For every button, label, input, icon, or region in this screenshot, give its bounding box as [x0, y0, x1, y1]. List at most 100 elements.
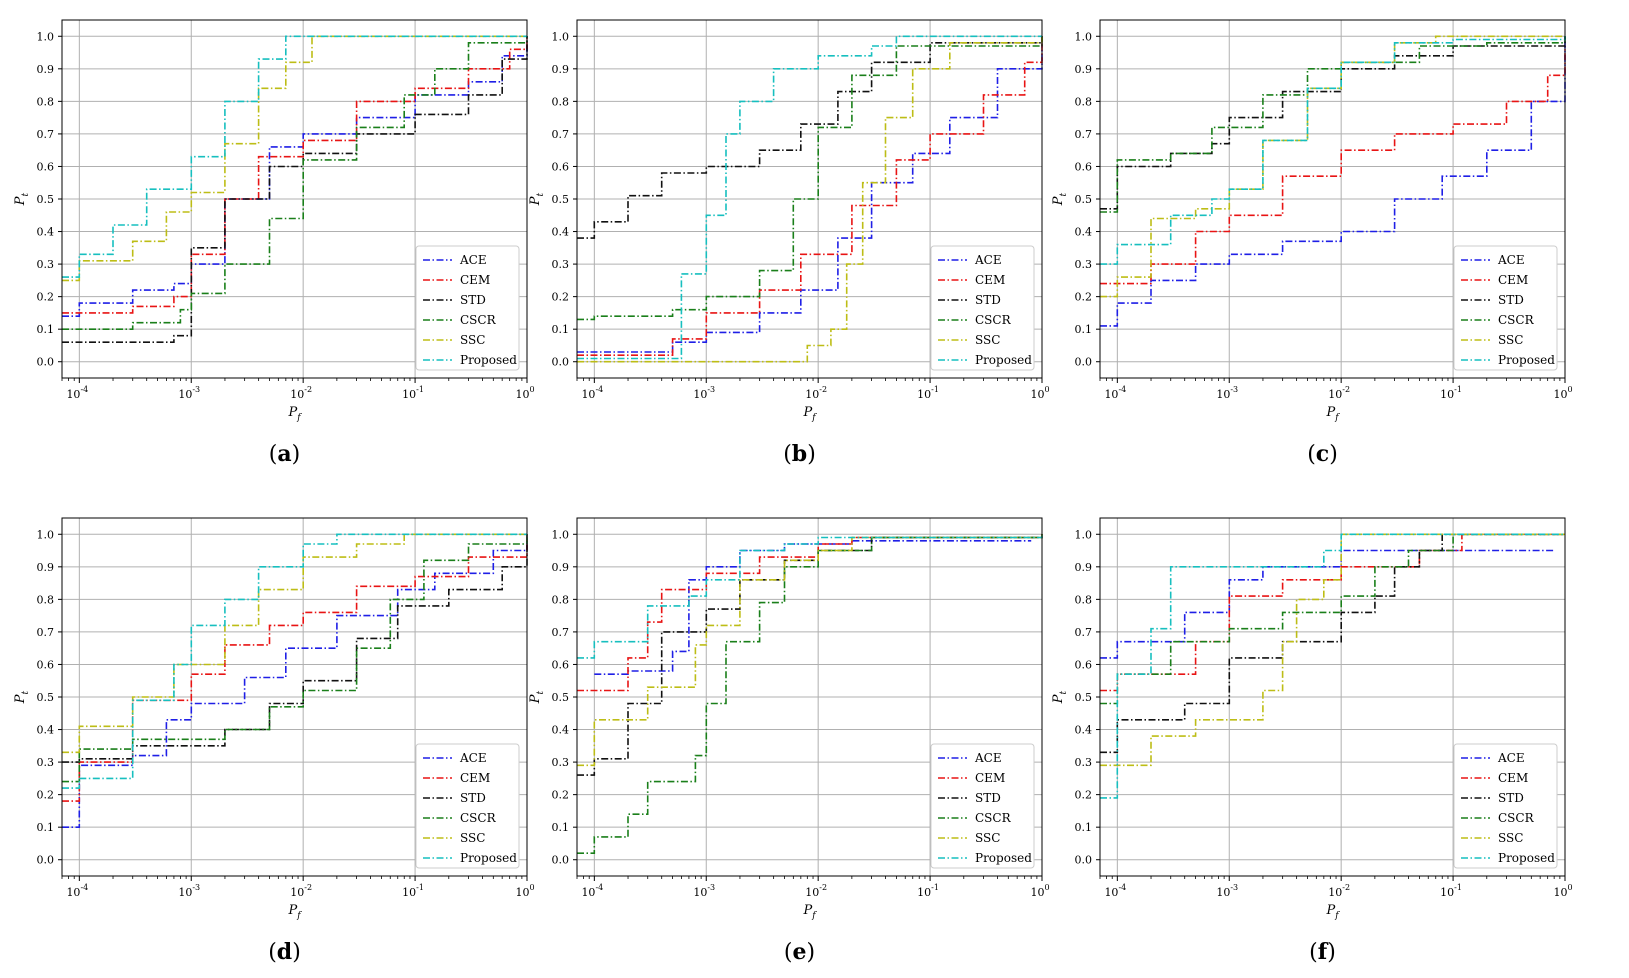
subplot-c: 0.0 0.1 0.2 0.3 0.4 0.5 0.6 0.7 0.8 0.9 1.0 10-4 10-…	[1051, 19, 1573, 467]
y-tick-label: 0.3	[1075, 756, 1093, 769]
legend-label-proposed: Proposed	[1498, 353, 1555, 367]
subplot-a: 0.0 0.1 0.2 0.3 0.4 0.5 0.6 0.7 0.8 0.9 1.0 10-4 10-…	[13, 19, 535, 467]
y-tick-label: 0.9	[1075, 63, 1093, 76]
y-tick-label: 0.5	[1075, 193, 1093, 206]
subplot-e: 0.0 0.1 0.2 0.3 0.4 0.5 0.6 0.7 0.8 0.9 1.0 10-4 10-…	[528, 517, 1050, 965]
series-cscr	[62, 534, 528, 783]
legend-box	[1453, 743, 1558, 869]
legend-label-std: STD	[975, 293, 1001, 307]
x-axis-label: Pf	[802, 903, 817, 921]
y-tick-label: 0.0	[1075, 854, 1093, 867]
legend-box	[415, 245, 520, 371]
y-tick-label: 0.5	[552, 691, 570, 704]
legend: ACE CEM STD CSCR SSC Proposed	[930, 743, 1035, 869]
series-cem	[577, 534, 1043, 692]
legend-label-ace: ACE	[459, 253, 487, 267]
legend-label-proposed: Proposed	[460, 851, 517, 865]
legend-label-ssc: SSC	[1498, 333, 1523, 347]
legend-label-proposed: Proposed	[975, 851, 1032, 865]
legend-label-cscr: CSCR	[460, 811, 497, 825]
y-tick-label: 0.7	[552, 128, 570, 141]
axes-frame	[61, 517, 528, 877]
legend-label-ssc: SSC	[975, 831, 1000, 845]
axes-frame	[576, 19, 1043, 379]
y-tick-label: 0.1	[1075, 821, 1093, 834]
axes-frame	[1099, 517, 1566, 877]
legend-label-ace: ACE	[974, 253, 1002, 267]
y-tick-label: 0.0	[37, 854, 55, 867]
y-tick-label: 0.8	[1075, 95, 1093, 108]
y-axis-label: Pt	[1051, 192, 1069, 206]
x-tick-label: 10-2	[1328, 883, 1350, 899]
y-tick-label: 1.0	[552, 528, 570, 541]
series-proposed	[577, 35, 1042, 360]
legend-label-cscr: CSCR	[975, 313, 1012, 327]
y-tick-label: 1.0	[37, 528, 55, 541]
y-tick-label: 0.6	[37, 658, 55, 671]
x-axis-label: Pf	[287, 903, 302, 921]
subplot-b: 0.0 0.1 0.2 0.3 0.4 0.5 0.6 0.7 0.8 0.9 1.0 10-4 10-…	[528, 19, 1050, 467]
legend: ACE CEM STD CSCR SSC Proposed	[930, 245, 1035, 371]
legend-box	[415, 743, 520, 869]
y-axis-label: Pt	[528, 192, 546, 206]
subplot-d: 0.0 0.1 0.2 0.3 0.4 0.5 0.6 0.7 0.8 0.9 1.0 10-4 10-…	[13, 517, 535, 965]
x-axis-label: Pf	[1325, 405, 1340, 423]
legend-label-cscr: CSCR	[1498, 313, 1535, 327]
x-tick-label: 10-3	[178, 385, 200, 401]
y-tick-label: 0.8	[552, 95, 570, 108]
legend-label-cem: CEM	[975, 273, 1005, 287]
y-tick-label: 0.2	[552, 291, 570, 304]
series-ssc	[62, 533, 527, 754]
legend: ACE CEM STD CSCR SSC Proposed	[1453, 743, 1558, 869]
x-tick-label: 10-3	[693, 385, 715, 401]
y-tick-label: 0.8	[37, 95, 55, 108]
x-tick-label: 100	[1030, 385, 1049, 401]
series-std	[1100, 36, 1566, 210]
x-axis-label: Pf	[287, 405, 302, 423]
x-tick-label: 100	[1553, 883, 1572, 899]
y-axis-label: Pt	[13, 690, 31, 704]
y-tick-label: 0.6	[37, 160, 55, 173]
x-tick-label: 100	[1553, 385, 1572, 401]
series-ace	[1100, 36, 1566, 327]
legend-label-ssc: SSC	[975, 333, 1000, 347]
y-tick-label: 0.7	[37, 128, 55, 141]
y-tick-label: 0.1	[552, 323, 570, 336]
x-tick-label: 10-4	[1104, 883, 1126, 899]
x-tick-label: 10-4	[66, 385, 88, 401]
series-cem	[1100, 46, 1566, 285]
y-tick-label: 0.6	[552, 160, 570, 173]
legend-label-cem: CEM	[460, 771, 490, 785]
y-tick-label: 0.5	[37, 691, 55, 704]
x-tick-label: 10-1	[402, 883, 424, 899]
y-tick-label: 0.7	[552, 626, 570, 639]
y-tick-label: 0.5	[37, 193, 55, 206]
y-tick-label: 0.9	[37, 561, 55, 574]
x-tick-label: 10-2	[805, 385, 827, 401]
series-ssc	[577, 36, 1043, 363]
legend-label-cscr: CSCR	[1498, 811, 1535, 825]
x-tick-label: 10-4	[66, 883, 88, 899]
y-tick-label: 0.4	[1075, 226, 1093, 239]
legend-label-ace: ACE	[1497, 751, 1525, 765]
series-ssc	[577, 534, 1043, 767]
y-tick-label: 1.0	[552, 30, 570, 43]
y-tick-label: 0.9	[552, 561, 570, 574]
series-ssc	[1100, 35, 1565, 298]
series-std	[577, 36, 1043, 239]
series-cscr	[1100, 533, 1565, 705]
y-tick-label: 0.5	[1075, 691, 1093, 704]
y-tick-label: 0.2	[37, 291, 55, 304]
x-tick-label: 10-4	[581, 385, 603, 401]
series-cscr	[62, 36, 528, 330]
legend-label-cem: CEM	[1498, 273, 1528, 287]
legend-box	[930, 245, 1035, 371]
y-tick-label: 0.3	[552, 258, 570, 271]
y-tick-label: 0.9	[552, 63, 570, 76]
legend-label-std: STD	[1498, 791, 1524, 805]
y-tick-label: 0.1	[1075, 323, 1093, 336]
legend-label-cem: CEM	[460, 273, 490, 287]
legend-label-cem: CEM	[975, 771, 1005, 785]
subplot-caption: (b)	[783, 441, 816, 467]
series-ssc	[62, 35, 527, 282]
